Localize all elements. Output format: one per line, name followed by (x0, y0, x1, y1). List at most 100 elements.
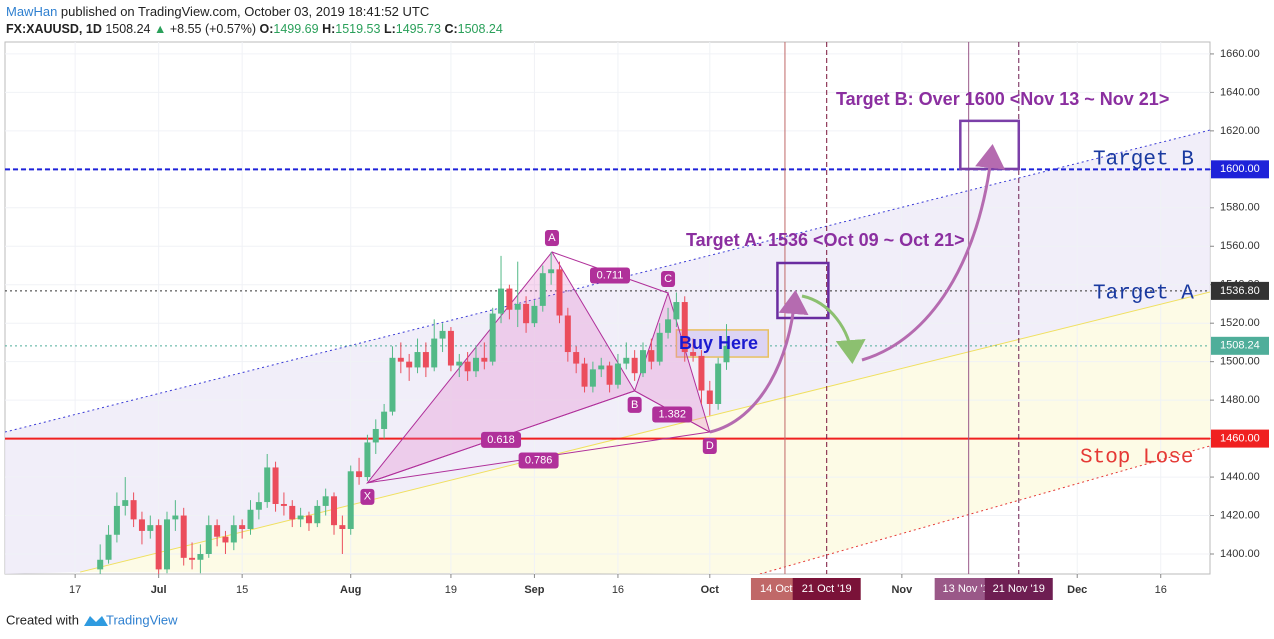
candle-body (447, 330, 454, 366)
arrow (709, 290, 809, 434)
candle-body (389, 357, 396, 412)
candle-body (523, 303, 530, 324)
x-tick-label: Oct (701, 584, 720, 596)
candle-body (639, 350, 646, 374)
label: L: (384, 22, 396, 36)
candle-body (314, 505, 321, 524)
candle-body (381, 411, 388, 429)
y-tick-label: 1500.00 (1220, 356, 1260, 368)
candle-body (230, 525, 237, 543)
candle-body (564, 315, 571, 353)
x-tick-label: 16 (1155, 584, 1167, 596)
pattern-point-box (360, 488, 375, 505)
price-label-box (1211, 336, 1269, 355)
candle-body (648, 350, 655, 362)
close: 1508.24 (458, 22, 503, 36)
x-tick-label: 15 (236, 584, 248, 596)
candle-body (606, 365, 613, 385)
candle-body (164, 519, 171, 570)
candle-body (172, 515, 179, 520)
low: 1495.73 (396, 22, 441, 36)
candle-body (105, 534, 112, 560)
candle-body (205, 525, 212, 554)
candle-body (339, 525, 346, 529)
candle-body (97, 559, 104, 570)
pattern-point-label: X (364, 491, 372, 503)
ratio-label: 0.786 (525, 454, 553, 466)
arrow (801, 294, 866, 364)
candle-body (347, 471, 354, 529)
candle-body (506, 288, 513, 310)
candle-body (706, 390, 713, 404)
x-tick-label: Dec (1067, 584, 1087, 596)
pattern-point-label: A (548, 232, 556, 244)
candle-body (631, 357, 638, 374)
candle-body (439, 330, 446, 339)
candle-body (573, 352, 580, 364)
ratio-box (590, 267, 631, 284)
candle-body (122, 500, 129, 506)
date-label: 21 Nov '19 (993, 583, 1045, 595)
pattern-point-box (661, 270, 676, 287)
y-tick-label: 1420.00 (1220, 509, 1260, 521)
pattern-point-box (544, 230, 559, 247)
axes: 1400.00 1420.00 1440.00 1460.00 1480.00 1500.… (69, 48, 1269, 600)
y-tick-label: 1440.00 (1220, 471, 1260, 483)
ratio-box (652, 406, 693, 423)
brand[interactable]: TradingView (106, 612, 178, 627)
open: 1499.69 (273, 22, 318, 36)
candle-body (247, 509, 254, 529)
candle-body (147, 525, 154, 531)
price-label: 1536.80 (1220, 285, 1260, 297)
annotation: Buy Here (679, 333, 758, 353)
candle-body (598, 365, 605, 370)
price-label-box (1211, 281, 1269, 300)
candle-body (681, 302, 688, 353)
ratio-box (518, 452, 559, 469)
candle-body (431, 338, 438, 368)
candle-body (698, 355, 705, 391)
trend-line (80, 291, 1210, 573)
channel-fill (5, 130, 1210, 574)
candle-body (305, 515, 312, 524)
label: H: (322, 22, 335, 36)
candle-body (414, 352, 421, 368)
candle-body (556, 269, 563, 316)
ratio-label: 1.382 (658, 408, 686, 420)
annotation: Target B: Over 1600 <Nov 13 ~ Nov 21> (836, 89, 1169, 109)
candle-body (514, 303, 521, 310)
label: O: (260, 22, 274, 36)
logo[interactable] (84, 616, 108, 626)
candle-body (272, 467, 279, 504)
candle-body (656, 332, 663, 362)
y-tick-label: 1660.00 (1220, 48, 1260, 60)
y-tick-label: 1640.00 (1220, 86, 1260, 98)
candle-body (130, 500, 137, 520)
candle-body (539, 273, 546, 306)
x-tick-label: Nov (891, 584, 913, 596)
pattern-point-box (702, 438, 717, 455)
price-label: 1460.00 (1220, 433, 1260, 445)
candle-body (289, 505, 296, 520)
candle-body (589, 369, 596, 387)
y-tick-label: 1400.00 (1220, 548, 1260, 560)
y-tick-label: 1520.00 (1220, 317, 1260, 329)
pattern-point-box (627, 396, 642, 413)
pattern-point-label: B (631, 399, 638, 411)
candle-body (531, 305, 538, 324)
candle-body (548, 269, 555, 274)
candle-body (322, 496, 329, 506)
candle-body (239, 525, 246, 529)
candle-body (280, 503, 287, 506)
annotation: Target B (1093, 149, 1194, 172)
header-line: FX:XAUUSD, 1D 1508.24 ▲ +8.55 (+0.57%) O… (6, 22, 503, 36)
candle-body (489, 313, 496, 362)
candle-body (113, 505, 120, 535)
date-label: 21 Oct '19 (802, 583, 852, 595)
candle-body (138, 519, 145, 531)
date-label-box (984, 578, 1053, 600)
label: C: (444, 22, 457, 36)
x-tick-label: Jul (151, 584, 167, 596)
